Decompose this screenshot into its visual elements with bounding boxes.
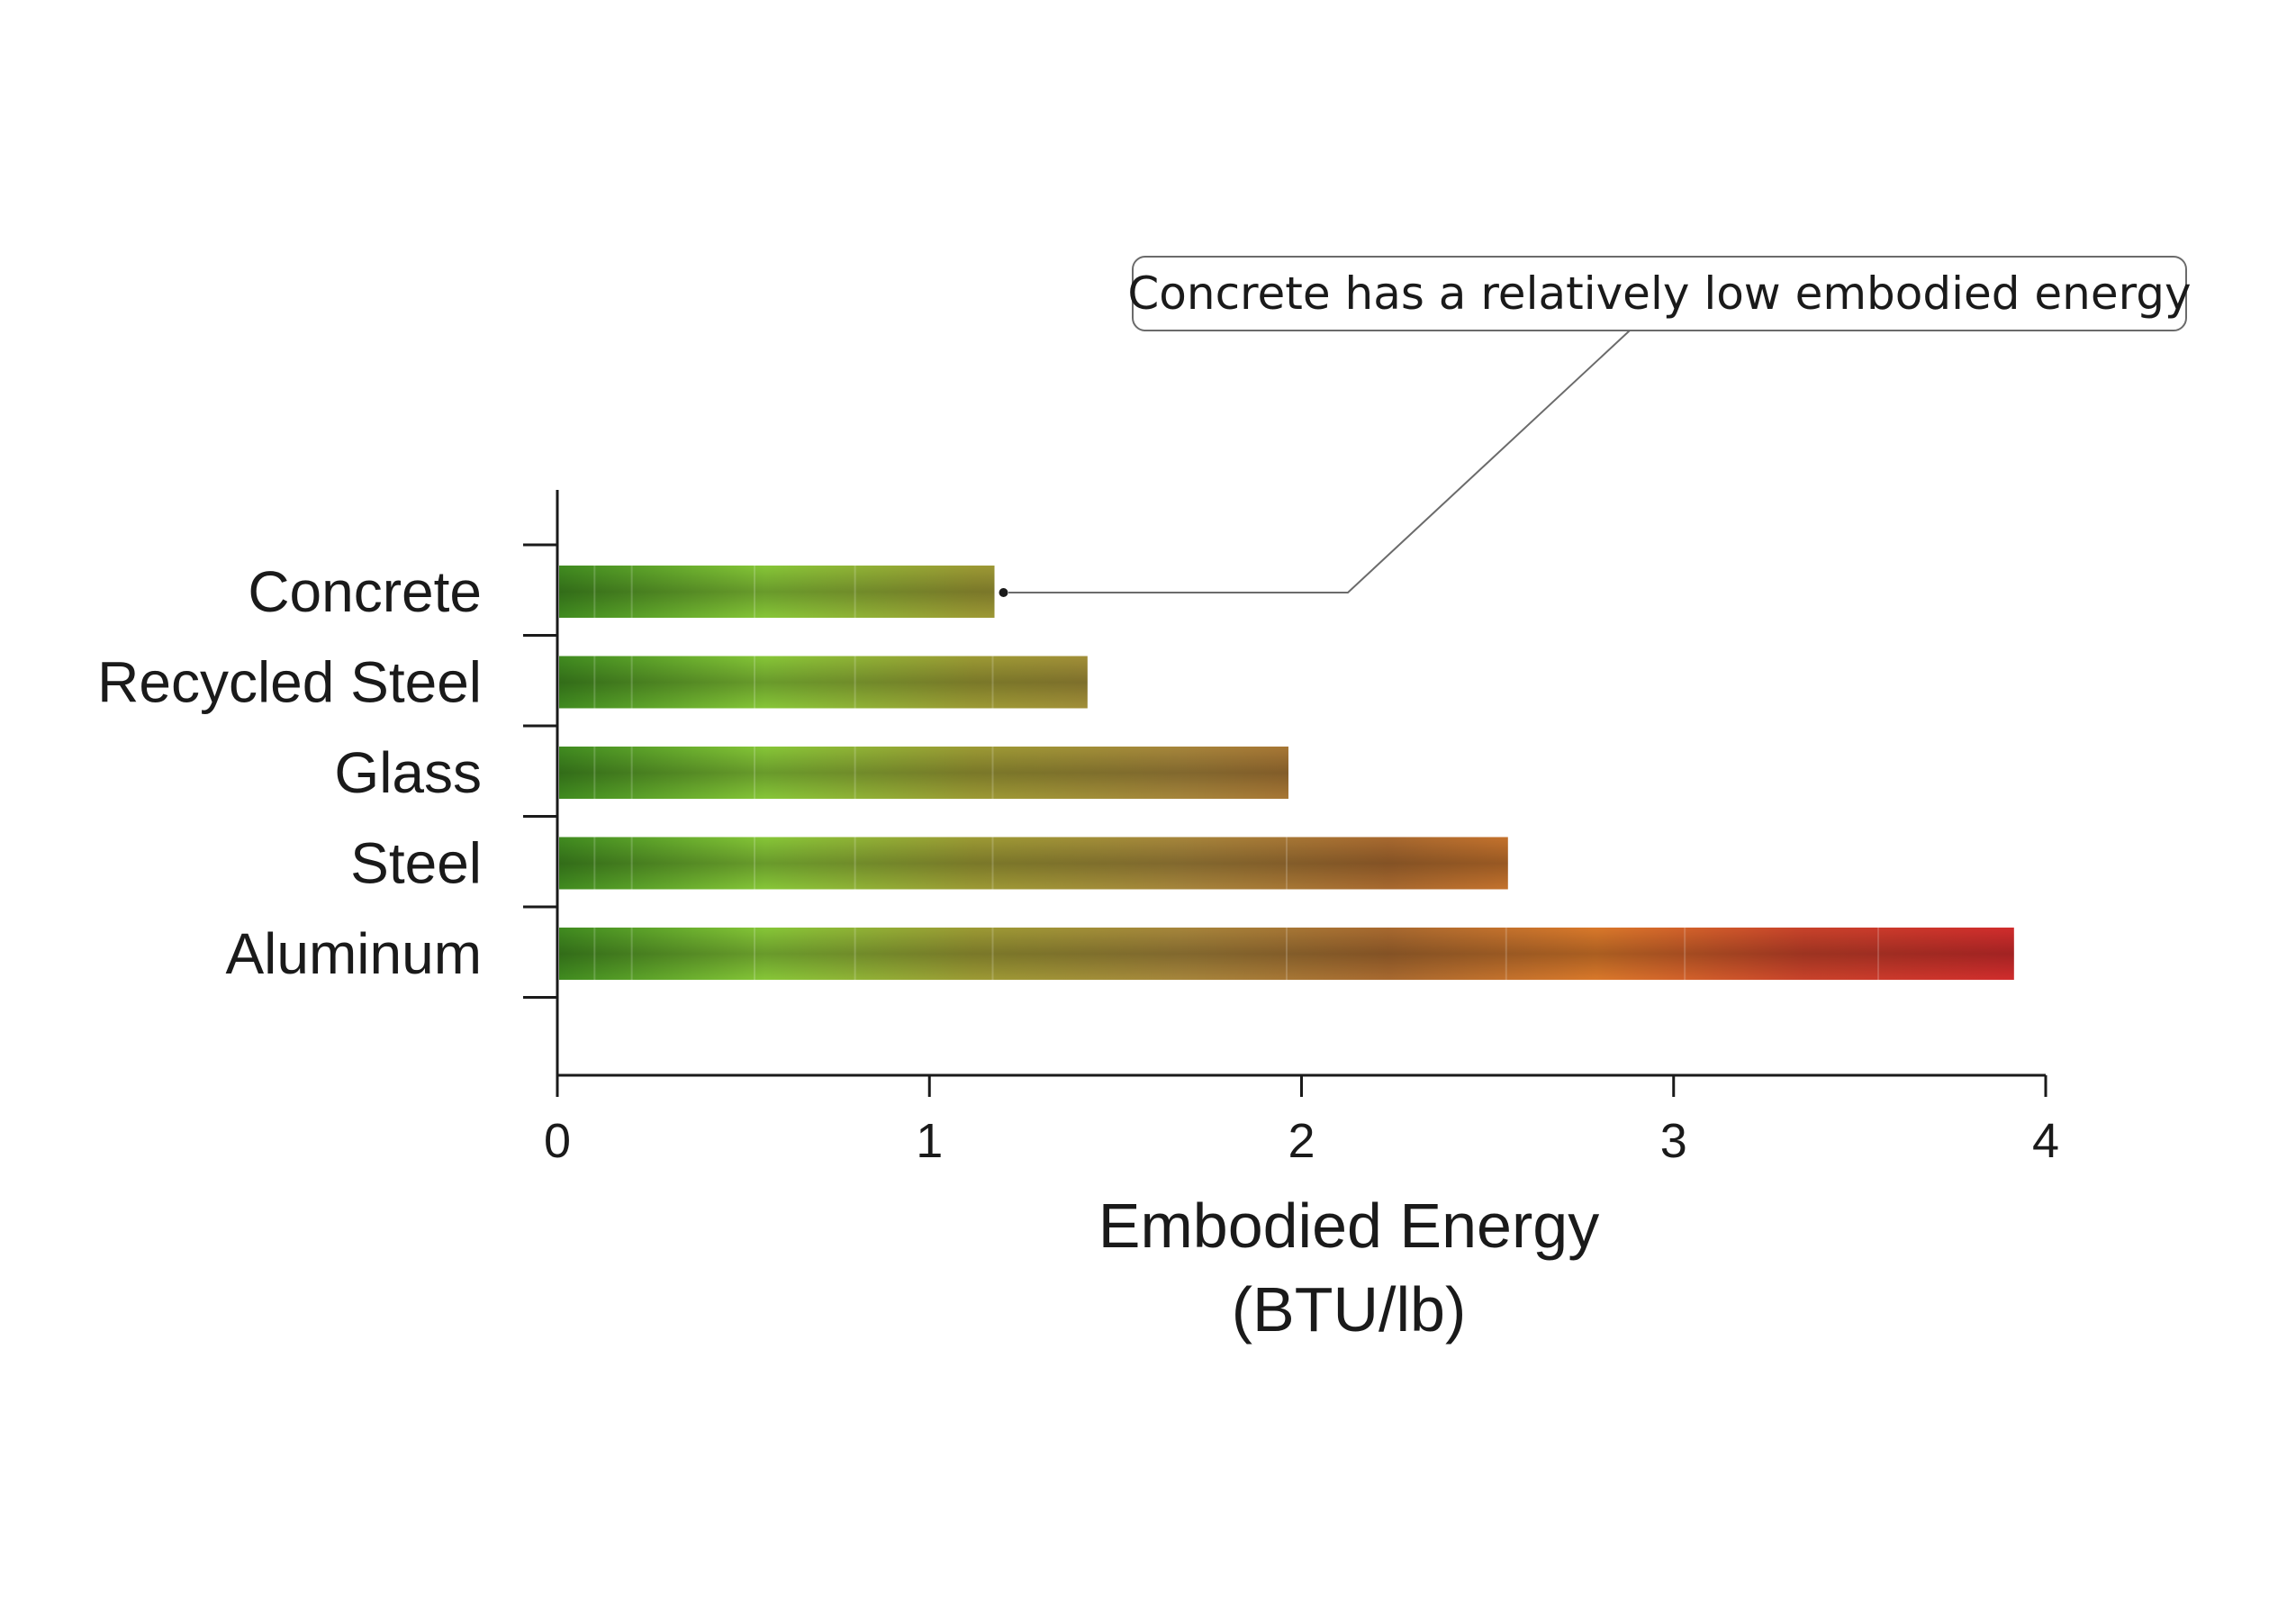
annotation-text: Concrete has a relatively low embodied e… — [1127, 267, 2191, 320]
bar-concrete — [559, 566, 995, 618]
bar-shade-recycled-steel — [559, 656, 1088, 709]
category-label-glass: Glass — [334, 740, 482, 805]
y-axis-ticks — [523, 543, 557, 999]
x-tick-label: 3 — [1660, 1114, 1687, 1168]
annotation-leader-line — [1008, 330, 1631, 593]
bar-shade-aluminum — [559, 928, 2014, 980]
bar-shade-concrete — [559, 566, 995, 618]
bars-group — [559, 566, 2014, 980]
bar-aluminum — [559, 928, 2014, 980]
x-axis-ticks: 0 1 2 3 4 — [544, 1075, 2059, 1168]
category-label-steel: Steel — [350, 831, 482, 896]
category-label-concrete: Concrete — [248, 559, 482, 624]
x-axis-title: Embodied Energy — [1098, 1191, 1599, 1261]
x-tick-label: 1 — [916, 1114, 943, 1168]
category-labels: Concrete Recycled Steel Glass Steel Aluminum — [97, 559, 482, 986]
bar-glass — [559, 747, 1288, 799]
bar-recycled-steel — [559, 656, 1088, 709]
annotation-callout: Concrete has a relatively low embodied e… — [999, 256, 2192, 597]
x-tick-label: 4 — [2032, 1114, 2059, 1168]
x-axis-unit: (BTU/lb) — [1232, 1274, 1467, 1345]
annotation-box — [1132, 256, 2187, 331]
bar-steel — [559, 837, 1508, 890]
x-tick-label: 2 — [1288, 1114, 1315, 1168]
annotation-marker-dot — [999, 588, 1008, 597]
category-label-recycled-steel: Recycled Steel — [97, 650, 482, 715]
bar-shade-glass — [559, 747, 1288, 799]
category-label-aluminum: Aluminum — [225, 921, 482, 986]
x-tick-label: 0 — [544, 1114, 571, 1168]
bar-shade-steel — [559, 837, 1508, 890]
